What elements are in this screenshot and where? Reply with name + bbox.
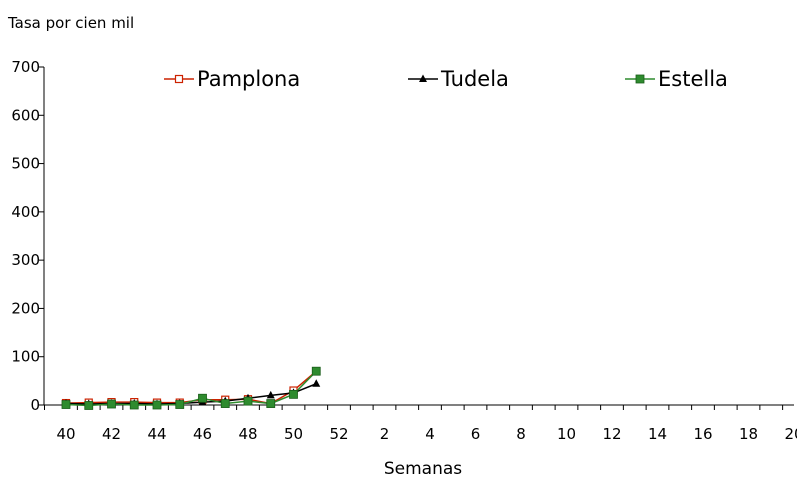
x-tick-label: 8 (516, 425, 526, 443)
data-point-estella (152, 400, 162, 410)
legend: Pamplona Tudela Estella (164, 67, 728, 91)
x-tick-label: 42 (102, 425, 121, 443)
legend-marker-estella (635, 74, 645, 84)
x-tick-label: 16 (693, 425, 712, 443)
y-axis-title: Tasa por cien mil (7, 14, 134, 32)
data-point-estella (289, 389, 298, 399)
y-axis: 0 100 200 300 400 500 600 700 (11, 58, 45, 414)
data-point-estella (311, 366, 321, 376)
series-layer (61, 366, 321, 410)
x-axis-title: Semanas (384, 459, 462, 477)
x-tick-label: 4 (425, 425, 435, 443)
x-tick-label: 52 (329, 425, 348, 443)
y-tick-label: 700 (11, 58, 40, 76)
legend-marker-tudela (419, 74, 427, 82)
legend-item-tudela: Tudela (408, 67, 509, 91)
y-tick-label: 400 (11, 203, 40, 221)
y-tick-label: 300 (11, 251, 40, 269)
y-tick-label: 600 (11, 106, 40, 124)
data-point-estella (266, 399, 276, 408)
y-tick-label: 100 (11, 348, 40, 366)
x-tick-label: 46 (193, 425, 212, 443)
x-tick-label: 2 (380, 425, 390, 443)
legend-label-estella: Estella (658, 67, 728, 91)
legend-label-pamplona: Pamplona (197, 67, 300, 91)
x-tick-label: 12 (602, 425, 621, 443)
x-tick-label: 14 (648, 425, 667, 443)
x-tick-label: 10 (557, 425, 576, 443)
data-point-estella (175, 400, 185, 409)
series-line-estella (65, 370, 317, 407)
data-point-estella (129, 400, 139, 410)
x-tick-label: 44 (147, 425, 166, 443)
data-point-tudela (266, 390, 275, 399)
data-point-estella (61, 400, 71, 409)
series-line-pamplona (65, 370, 317, 405)
x-axis: 404244464850522468101214161820 (44, 404, 797, 443)
x-tick-label: 6 (471, 425, 481, 443)
y-tick-label: 200 (11, 299, 40, 317)
legend-label-tudela: Tudela (440, 67, 509, 91)
series-estella (61, 366, 321, 410)
x-tick-label: 50 (284, 425, 303, 443)
data-point-estella (107, 399, 116, 409)
legend-marker-pamplona (174, 74, 184, 84)
y-tick-label: 0 (30, 396, 40, 414)
x-tick-label: 40 (56, 425, 75, 443)
data-point-estella (243, 396, 253, 406)
x-tick-label: 48 (238, 425, 257, 443)
data-point-estella (198, 393, 207, 403)
data-point-tudela (312, 379, 321, 387)
x-tick-label: 18 (739, 425, 758, 443)
x-tick-label: 20 (784, 425, 797, 443)
y-tick-label: 500 (11, 155, 40, 173)
data-point-estella (220, 399, 230, 408)
data-point-estella (84, 401, 94, 410)
legend-item-estella: Estella (625, 67, 728, 91)
legend-item-pamplona: Pamplona (164, 67, 300, 91)
